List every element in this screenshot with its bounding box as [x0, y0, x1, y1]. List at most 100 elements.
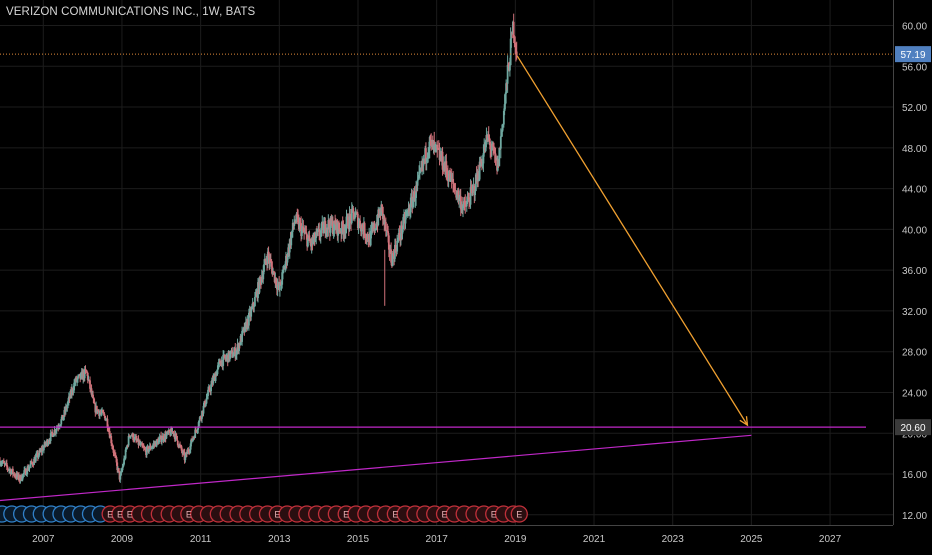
candle-body — [238, 343, 240, 351]
candle-body — [329, 217, 332, 233]
candle-layer — [0, 13, 518, 484]
candle-body — [490, 149, 492, 151]
candle-body — [219, 360, 222, 364]
candle-body — [199, 417, 202, 419]
candle-body — [478, 161, 481, 180]
candle-body — [363, 223, 366, 237]
y-tick-label: 28.00 — [902, 348, 927, 359]
candle-body — [232, 352, 235, 357]
candle-body — [34, 457, 37, 463]
candle-body — [487, 134, 490, 138]
candle-body — [145, 446, 148, 455]
candle-body — [158, 437, 161, 440]
candle-body — [195, 429, 197, 431]
candle-body — [229, 351, 232, 354]
candle-body — [84, 368, 87, 371]
candle-body — [42, 446, 45, 451]
candle-body — [23, 470, 26, 474]
candle-body — [244, 322, 247, 332]
candle-body — [21, 474, 24, 480]
candle-body — [217, 362, 220, 366]
candle-body — [446, 171, 449, 174]
candle-body — [252, 302, 255, 307]
candle-body — [250, 309, 253, 317]
candle-body — [172, 431, 175, 434]
candle-body — [264, 258, 267, 262]
candle-body — [70, 388, 73, 395]
candle-body — [174, 433, 177, 439]
candle-body — [188, 451, 191, 453]
candle-body — [133, 436, 136, 441]
candle-body — [162, 435, 165, 441]
candle-body — [477, 171, 480, 180]
candle-body — [36, 453, 39, 458]
candle-body — [402, 217, 405, 230]
candle-body — [275, 277, 278, 286]
candle-body — [80, 372, 82, 379]
candle-body — [280, 284, 283, 286]
candle-body — [429, 137, 432, 141]
candle-body — [76, 379, 79, 382]
candle-body — [72, 390, 75, 392]
candle-body — [35, 454, 38, 458]
candle-body — [493, 152, 496, 154]
candle-body — [5, 463, 8, 467]
y-tick-label: 48.00 — [902, 144, 927, 155]
earnings-marker-label: E — [274, 510, 280, 520]
candle-body — [502, 110, 505, 125]
earnings-marker-label: E — [442, 510, 448, 520]
candle-body — [284, 263, 287, 270]
candle-body — [73, 382, 76, 391]
candle-body — [115, 457, 118, 463]
candle-body — [313, 233, 316, 242]
candle-body — [357, 223, 360, 229]
candle-body — [392, 253, 395, 254]
candle-body — [467, 198, 470, 199]
candle-body — [415, 185, 417, 198]
candle-body — [184, 455, 187, 461]
x-tick-label: 2015 — [347, 534, 370, 545]
candle-body — [51, 431, 54, 434]
candle-body — [102, 412, 105, 414]
candle-body — [387, 231, 389, 236]
candle-body — [210, 384, 212, 392]
candle-body — [200, 418, 203, 420]
candle-body — [259, 277, 262, 279]
candle-body — [182, 451, 184, 454]
candle-body — [297, 216, 299, 219]
candle-body — [438, 149, 441, 160]
candle-body — [64, 406, 67, 413]
candle-body — [107, 427, 110, 431]
candle-body — [241, 331, 243, 342]
candle-body — [204, 403, 207, 407]
candle-body — [179, 445, 182, 447]
candle-body — [316, 229, 319, 232]
candle-body — [66, 404, 69, 409]
candle-body — [386, 230, 389, 232]
candle-body — [156, 439, 159, 441]
candle-body — [22, 473, 25, 475]
candle-body — [299, 222, 302, 224]
candle-body — [422, 159, 425, 166]
candle-body — [413, 191, 416, 202]
candle-body — [468, 198, 470, 203]
candle-body — [418, 169, 421, 172]
candle-body — [149, 445, 152, 449]
candle-body — [298, 222, 301, 230]
earnings-marker-label: E — [491, 510, 497, 520]
candle-body — [334, 220, 337, 225]
candle-body — [205, 398, 208, 404]
candle-body — [229, 353, 231, 360]
candle-body — [417, 176, 420, 180]
candle-body — [267, 251, 270, 258]
candle-body — [148, 449, 150, 452]
candle-body — [160, 439, 163, 443]
candle-body — [345, 216, 348, 227]
candle-body — [276, 284, 279, 290]
candle-body — [143, 447, 146, 449]
x-tick-label: 2013 — [268, 534, 291, 545]
candle-body — [260, 276, 263, 283]
x-tick-label: 2017 — [426, 534, 449, 545]
candle-body — [88, 379, 91, 381]
candle-body — [176, 435, 178, 441]
